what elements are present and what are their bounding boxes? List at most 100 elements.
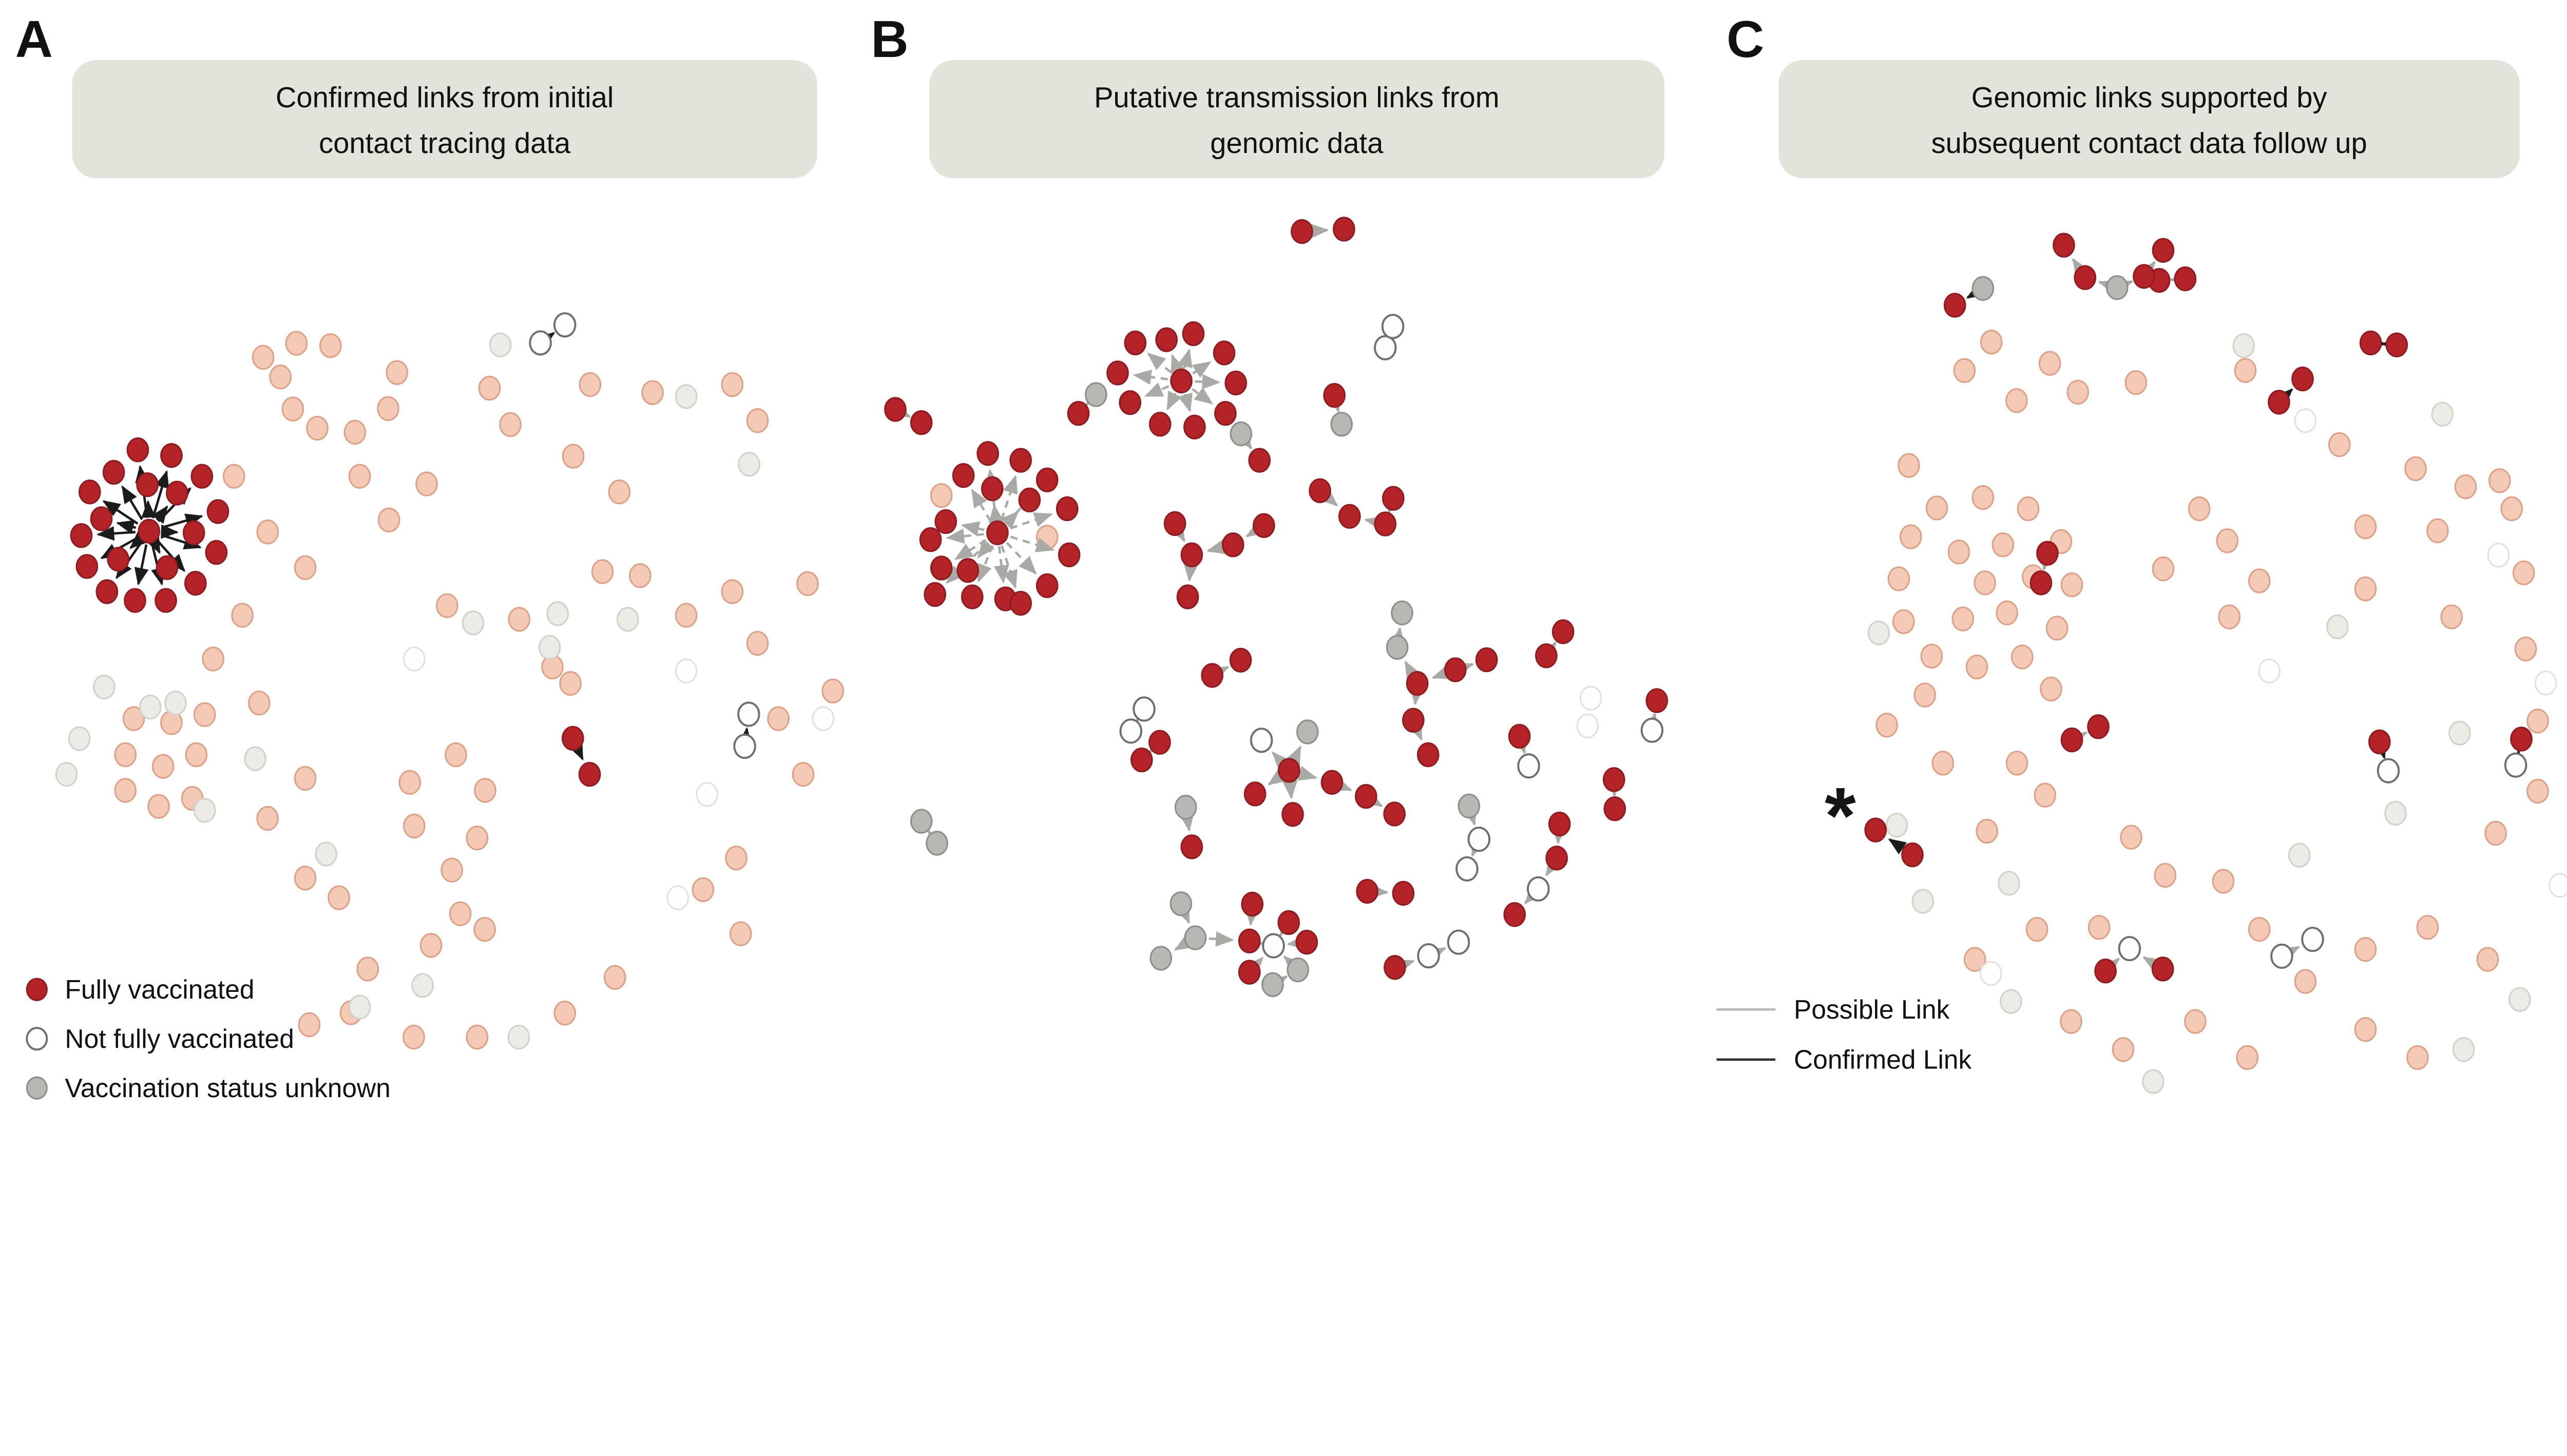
graph-node-fg: [507, 1024, 530, 1050]
title-c-line1: Genomic links supported by: [1971, 81, 2327, 113]
graph-edge-p: [1206, 539, 1227, 554]
graph-node-r: [1130, 747, 1153, 773]
graph-edge-p: [2280, 946, 2301, 962]
graph-edge-d: [993, 546, 1009, 584]
graph-node-fw: [2534, 670, 2557, 696]
graph-node-fg: [55, 762, 78, 787]
graph-node-fp: [474, 778, 496, 803]
graph-node-r: [1238, 960, 1261, 985]
graph-node-r: [1603, 796, 1626, 821]
graph-node-r: [2133, 264, 2155, 289]
graph-node-r: [1163, 511, 1186, 537]
graph-node-fp: [2426, 518, 2449, 544]
graph-edge-d: [1133, 369, 1168, 385]
graph-node-fp: [285, 331, 308, 356]
graph-node-fp: [2038, 351, 2061, 376]
graph-node-fp: [559, 670, 582, 696]
graph-node-r: [1320, 770, 1344, 795]
figure-canvas: A Confirmed links from initial contact t…: [15, 10, 2567, 1103]
graph-node-r: [981, 476, 1004, 502]
graph-node-fg: [244, 746, 266, 772]
graph-node-r: [934, 509, 957, 534]
graph-edge-p: [1174, 934, 1194, 951]
graph-edge-p: [1267, 768, 1287, 786]
graph-node-fp: [1980, 330, 2003, 355]
graph-node-r: [1252, 513, 1275, 538]
graph-node-r: [70, 523, 93, 548]
graph-node-fp: [2060, 572, 2083, 598]
graph-edge-c: [146, 535, 161, 554]
graph-edge-p: [1175, 904, 1191, 924]
graph-edge-d: [971, 488, 992, 522]
graph-edge-p: [1431, 665, 1452, 680]
graph-edge-d: [1192, 361, 1212, 378]
graph-node-r: [1009, 448, 1032, 473]
graph-node-fg: [1998, 871, 2020, 896]
graph-node-fp: [562, 444, 585, 469]
graph-node-r: [1374, 511, 1397, 537]
graph-edge-d: [1000, 474, 1018, 521]
graph-node-g: [1391, 600, 1413, 626]
graph-node-fp: [114, 742, 137, 768]
graph-node-fg: [1867, 620, 1890, 646]
graph-node-w: [733, 734, 756, 759]
graph-node-fp: [449, 901, 472, 926]
graph-node-fw: [2258, 658, 2281, 684]
graph-node-fg: [2452, 1037, 2475, 1062]
graph-node-w: [1455, 856, 1479, 882]
graph-node-fp: [2354, 576, 2377, 602]
graph-edge-c: [102, 500, 139, 525]
title-box-a: [72, 60, 817, 179]
graph-node-fp: [2154, 863, 2177, 888]
graph-node-r: [1406, 670, 1429, 696]
legend-label-possible-link: Possible Link: [1794, 994, 1950, 1024]
graph-node-r: [2510, 726, 2533, 752]
graph-node-fp: [2328, 432, 2351, 457]
graph-edge-d: [1178, 392, 1193, 413]
graph-node-r: [1221, 532, 1244, 558]
graph-edge-p: [1179, 812, 1195, 832]
graph-edge-p: [1395, 959, 1415, 974]
graph-node-fp: [1920, 643, 1943, 669]
graph-edge-p: [1282, 780, 1298, 799]
graph-edge-c: [161, 534, 202, 550]
graph-node-fp: [608, 479, 631, 505]
graph-edge-d: [946, 528, 984, 544]
graph-node-fp: [579, 372, 602, 397]
graph-node-w: [1417, 943, 1440, 969]
graph-node-fp: [2025, 917, 2048, 942]
graph-node-r: [205, 540, 228, 565]
graph-node-w: [1373, 335, 1397, 360]
graph-node-fp: [473, 917, 496, 942]
graph-node-w: [2504, 752, 2527, 778]
graph-node-fg: [489, 332, 512, 358]
graph-node-fg: [1885, 813, 1908, 838]
legend-dot-status-unknown: [26, 1076, 48, 1100]
graph-node-r: [2268, 390, 2290, 415]
graph-edge-d: [977, 545, 994, 583]
graph-node-r: [1213, 340, 1236, 366]
graph-node-fw: [675, 658, 698, 684]
graph-node-fp: [2454, 474, 2477, 500]
graph-node-r: [1645, 688, 1669, 713]
graph-node-r: [206, 499, 229, 524]
graph-node-fp: [2234, 358, 2257, 383]
graph-node-fg: [411, 973, 434, 998]
graph-edge-p: [1319, 488, 1338, 507]
title-b-line1: Putative transmission links from: [1094, 81, 1500, 113]
graph-node-g: [1386, 635, 1409, 660]
graph-node-fp: [403, 1024, 425, 1050]
graph-node-fp: [435, 593, 458, 618]
graph-node-fp: [2218, 604, 2241, 629]
graph-node-fp: [151, 754, 175, 779]
graph-node-fp: [2212, 869, 2235, 894]
graph-node-fp: [466, 826, 489, 851]
graph-node-fp: [222, 464, 245, 489]
graph-node-w: [1250, 727, 1273, 753]
graph-node-fp: [629, 563, 652, 588]
title-a-line1: Confirmed links from initial: [276, 81, 614, 113]
graph-node-fp: [930, 483, 953, 508]
graph-edge-d: [1209, 931, 1235, 947]
graph-node-g: [1971, 276, 1995, 301]
graph-node-r: [976, 441, 1000, 466]
